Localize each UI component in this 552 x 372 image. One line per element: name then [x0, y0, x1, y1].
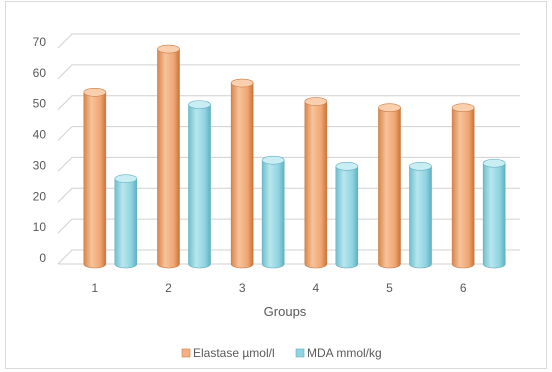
y-tick-label: 30: [33, 158, 47, 172]
bar-cap: [157, 44, 180, 54]
x-axis-ticks: 1 2 3 4 5 6: [91, 281, 466, 295]
y-tick-label: 50: [33, 97, 47, 111]
x-tick-label: 3: [239, 281, 246, 295]
bar-cap: [378, 103, 401, 113]
bar-mda-1: [114, 178, 138, 269]
y-tick-label: 60: [33, 66, 47, 80]
y-tick-label: 0: [39, 251, 46, 265]
y-axis-ticks: 0 10 20 30 40 50 60 70: [33, 35, 47, 265]
bar-cap: [83, 87, 107, 97]
bar-elastase-3: [230, 82, 254, 269]
x-tick-label: 4: [312, 281, 319, 295]
bar-cap: [114, 174, 138, 183]
bar-elastase-5: [378, 107, 401, 269]
bar-cap: [335, 162, 359, 171]
bar-elastase-4: [304, 101, 328, 269]
legend-swatch: [295, 348, 305, 358]
bar-mda-4: [335, 166, 359, 269]
bar-mda-3: [261, 159, 285, 269]
x-tick-label: 1: [91, 281, 98, 295]
bar-cap: [230, 78, 254, 88]
x-tick-label: 6: [460, 281, 467, 295]
bar-mda-6: [482, 162, 506, 269]
bar-elastase-6: [451, 107, 475, 269]
bar-mda-2: [188, 104, 211, 269]
y-tick-label: 20: [33, 189, 47, 203]
gridline: [57, 64, 520, 80]
x-axis-title: Groups: [264, 304, 307, 319]
bar-cap: [261, 155, 285, 165]
legend: Elastase µmol/l MDA mmol/kg: [181, 346, 382, 360]
bar-cap: [409, 162, 432, 171]
gridline: [57, 33, 520, 49]
bar-elastase-2: [157, 48, 180, 269]
gridline: [57, 126, 520, 141]
bar-cap: [188, 100, 211, 109]
gridline: [57, 95, 520, 111]
x-tick-label: 5: [386, 281, 393, 295]
gridline: [57, 218, 520, 234]
legend-swatch: [181, 348, 191, 358]
bars: [83, 44, 506, 269]
bar-cap: [482, 158, 506, 168]
bar-elastase-1: [83, 91, 107, 269]
x-tick-label: 2: [165, 281, 172, 295]
gridline: [57, 249, 520, 265]
gridline: [57, 156, 520, 172]
y-tick-label: 40: [33, 128, 47, 142]
legend-label: Elastase µmol/l: [193, 346, 275, 360]
y-tick-label: 10: [33, 220, 47, 234]
legend-label: MDA mmol/kg: [307, 346, 382, 360]
bar-cap: [304, 97, 328, 106]
bar-mda-5: [409, 166, 432, 269]
gridline: [57, 187, 520, 203]
y-tick-label: 70: [33, 35, 47, 49]
bar-cap: [451, 103, 475, 113]
